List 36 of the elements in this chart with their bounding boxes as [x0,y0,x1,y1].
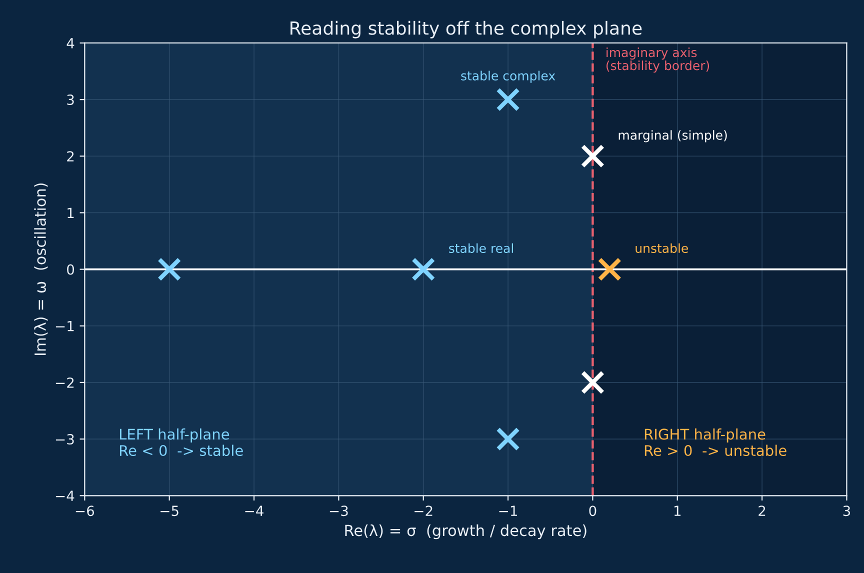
x-tick-label: 0 [589,506,596,516]
point [598,257,622,282]
y-tick-label: 0 [67,264,74,275]
chart-title: Reading stability off the complex plane [290,20,642,38]
x-tick-label: 1 [674,506,681,516]
annotation: marginal (simple) [618,130,727,142]
point [580,370,605,394]
ref-line-label: imaginary axis (stability border) [606,48,710,73]
y-tick-label: 1 [68,208,74,218]
x-tick-label: 2 [758,506,766,516]
y-tick-label: −4 [56,490,74,501]
point [411,257,436,282]
annotation: unstable [636,243,688,253]
x-tick-label: −1 [499,506,517,516]
point [496,88,520,112]
y-tick-label: −2 [56,377,74,388]
y-axis-title: Im(λ) = ω (oscillation) [34,183,48,355]
annotation: stable complex [461,70,556,83]
band-label: LEFT half-plane Re < 0 -> stable [120,428,243,456]
x-tick-label: −2 [414,506,432,516]
y-tick-label: −1 [56,321,74,332]
y-tick-label: −3 [56,434,74,445]
y-tick-label: 4 [66,38,74,48]
x-tick-label: −3 [330,506,348,516]
point [496,427,520,451]
y-tick-label: 2 [67,151,74,162]
x-axis-title: Re(λ) = σ (growth / decay rate) [345,524,586,540]
point [580,144,605,168]
annotation: stable real [449,243,514,253]
x-tick-label: −5 [160,506,178,516]
band-label: RIGHT half-plane Re > 0 -> unstable [644,428,786,456]
x-tick-label: −6 [76,506,94,516]
y-tick-label: 3 [67,94,74,106]
x-tick-label: −4 [245,506,264,516]
x-tick-label: 3 [843,506,850,516]
point [157,257,182,282]
